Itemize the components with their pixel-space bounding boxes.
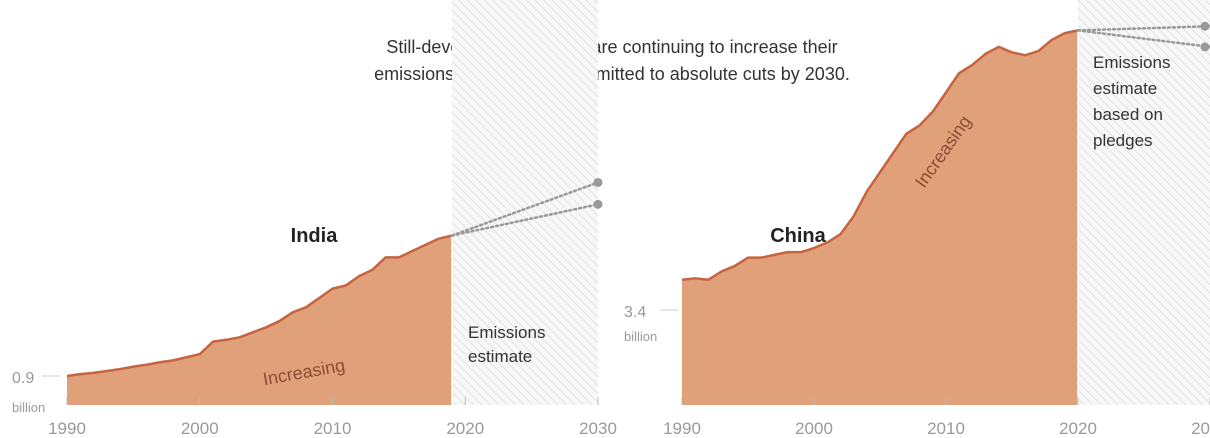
china-x-tick-label-2020: 2020: [1059, 419, 1097, 438]
india-area: [67, 235, 452, 405]
india-plot: 1990 2000 2010 2020 2030IncreasingEmissionse…: [42, 0, 617, 438]
china-x-tick-label-2030: 2030: [1191, 419, 1210, 438]
china-x-tick-label-1990: 1990: [663, 419, 701, 438]
china-annotation-line-4: pledges: [1093, 131, 1153, 150]
india-title: India: [291, 225, 339, 247]
india-estimate-zone: [451, 0, 598, 405]
china-plot: 19902000201020202030IncreasingEmissionse…: [660, 0, 1210, 438]
china-area: [682, 30, 1078, 406]
india-x-tick-label-1990: 1990: [48, 419, 86, 438]
india-annotation-line-1: Emissions: [468, 323, 545, 342]
india-y-label: 0.9: [12, 370, 34, 387]
india-projection-line-1: [450, 181, 600, 237]
china-panel: China 19902000201020202030IncreasingEmis…: [624, 0, 1210, 438]
china-projection-dot-2: [1200, 42, 1210, 52]
india-x-tick-label-2020: 2020: [446, 419, 484, 438]
china-annotation-line-1: Emissions: [1093, 53, 1170, 72]
china-x-tick-label-2000: 2000: [795, 419, 833, 438]
india-line: [66, 234, 453, 378]
china-annotation-line-2: estimate: [1093, 79, 1157, 98]
india-annotation-line-2: estimate: [468, 347, 532, 366]
india-x-tick-label-2010: 2010: [314, 419, 352, 438]
india-x-tick-label-2000: 2000: [181, 419, 219, 438]
china-annotation-line-3: based on: [1093, 105, 1163, 124]
china-title: China: [770, 225, 826, 247]
india-projection-dot-2: [593, 199, 603, 209]
china-y-unit: billion: [624, 329, 657, 344]
china-projection-line-1: [1076, 24, 1210, 32]
india-y-unit: billion: [12, 400, 45, 415]
headline-line-2: emissions, and haven't committed to abso…: [374, 64, 850, 84]
china-x-tick-label-2010: 2010: [927, 419, 965, 438]
india-projection-dot-1: [593, 177, 603, 187]
china-projection-dot-1: [1200, 21, 1210, 31]
india-projection-line-2: [450, 203, 600, 237]
india-x-tick-label-2030: 2030: [579, 419, 617, 438]
china-line: [681, 29, 1079, 281]
china-projection-line-2: [1076, 29, 1210, 49]
china-y-label: 3.4: [624, 304, 646, 321]
india-panel: India 1990 2000 2010 2020 2030IncreasingEmis…: [12, 0, 617, 438]
china-estimate-zone: [1078, 0, 1210, 405]
